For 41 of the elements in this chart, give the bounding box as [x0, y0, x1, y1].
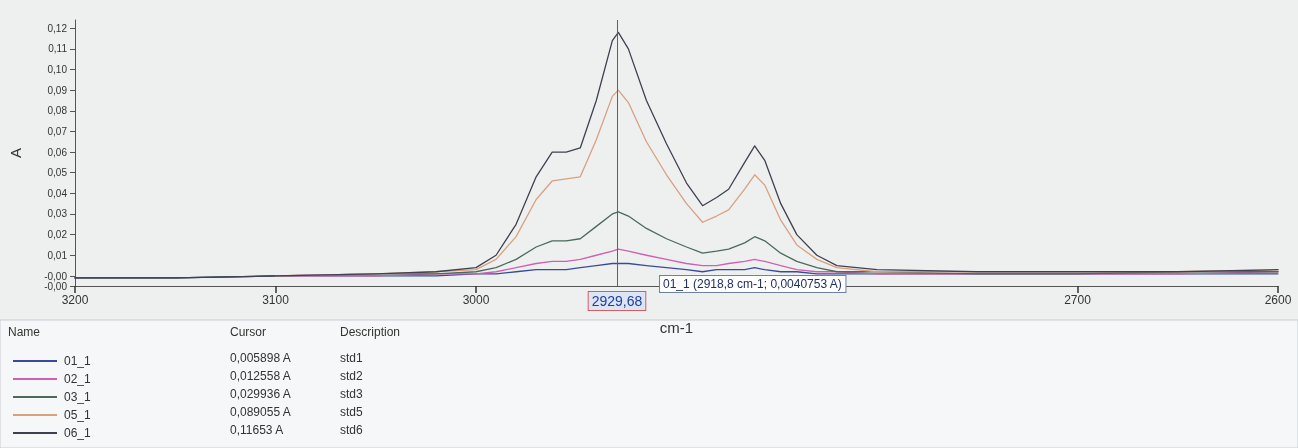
- text: Cursor: [230, 325, 267, 339]
- x-tick-label: 2600: [1264, 293, 1292, 307]
- legend-label: 03_1: [64, 390, 92, 404]
- text: Name: [8, 325, 41, 339]
- y-tick-label: 0,12: [47, 22, 68, 34]
- y-tick-label: 0,06: [47, 146, 68, 158]
- annotation: 01_1 (2918,8 cm-1; 0,0040753 A): [663, 277, 842, 291]
- y-tick-label: -0,00: [44, 270, 68, 282]
- y-tick-label: 0,11: [48, 43, 68, 55]
- text: 0,029936 A: [230, 387, 291, 401]
- text: std5: [340, 405, 364, 419]
- x-tick-label: 2700: [1064, 293, 1092, 307]
- legend-label: 02_1: [64, 372, 92, 386]
- text: std3: [340, 387, 364, 401]
- text: Description: [340, 325, 401, 339]
- x-tick-label: 3000: [462, 293, 490, 307]
- text: 0,11653 A: [230, 423, 284, 437]
- text: std2: [340, 369, 364, 383]
- y-tick-label: 0,09: [47, 84, 68, 96]
- x-tick-label: 3200: [61, 293, 89, 307]
- text: std1: [340, 351, 364, 365]
- y-tick-label: 0,08: [47, 105, 68, 117]
- text: 0,012558 A: [230, 369, 291, 383]
- y-tick-label: 0,01: [47, 249, 68, 261]
- y-tick-label: -0,00: [44, 280, 68, 292]
- ref-line-label: 2929,68: [591, 293, 643, 309]
- legend-label: 01_1: [64, 354, 92, 368]
- legend-label: 05_1: [64, 408, 92, 422]
- text: 0,005898 A: [230, 351, 291, 365]
- y-tick-label: 0,05: [47, 167, 68, 179]
- legend-label: 06_1: [64, 426, 92, 440]
- y-tick-label: 0,03: [47, 208, 68, 220]
- x-axis-title: cm-1: [659, 319, 694, 336]
- y-tick-label: 0,04: [47, 187, 68, 199]
- y-tick-label: 0,07: [47, 125, 68, 137]
- x-tick-label: 3100: [262, 293, 290, 307]
- y-tick-label: 0,02: [47, 229, 68, 241]
- text: 0,089055 A: [230, 405, 291, 419]
- text: std6: [340, 423, 364, 437]
- y-tick-label: 0,10: [47, 64, 68, 76]
- y-axis-title: A: [7, 147, 24, 159]
